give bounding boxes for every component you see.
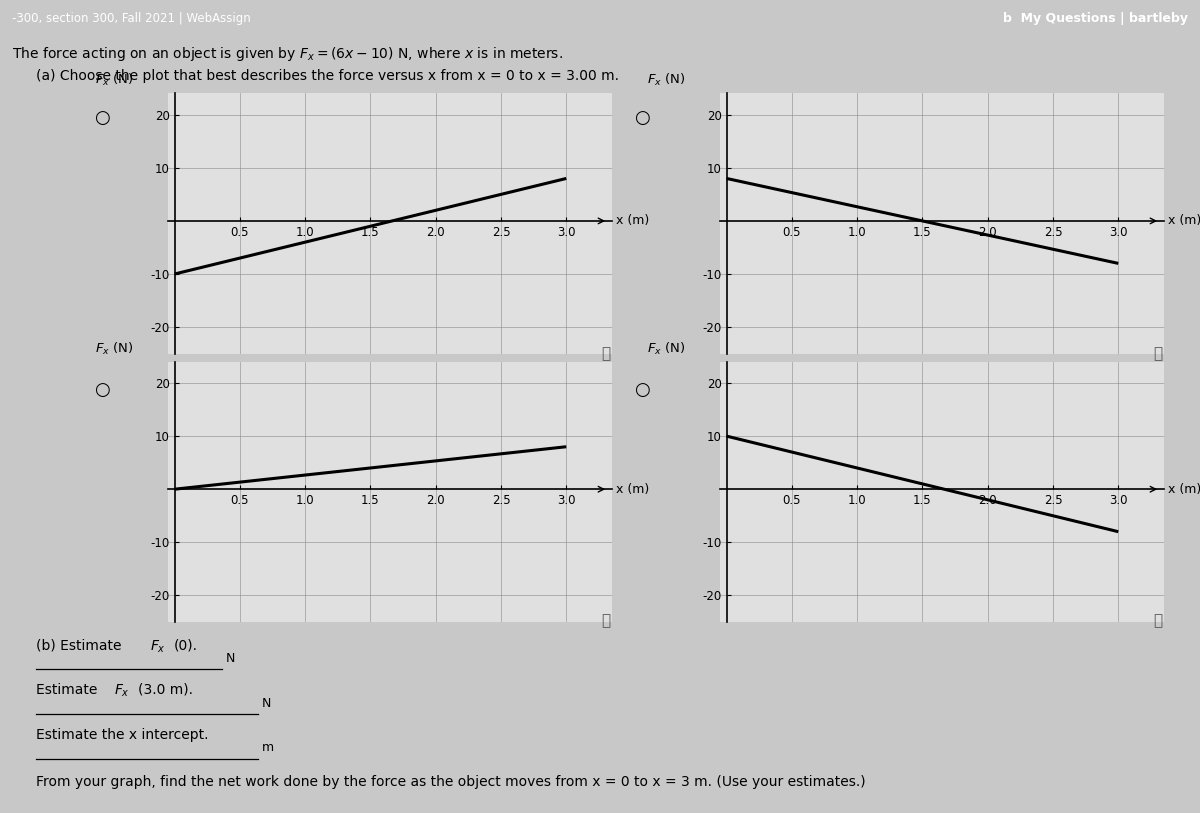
Text: Estimate: Estimate [36, 683, 102, 697]
Text: ⓘ: ⓘ [1153, 613, 1163, 628]
Text: (a) Choose the plot that best describes the force versus x from x = 0 to x = 3.0: (a) Choose the plot that best describes … [36, 69, 619, 83]
Text: ○: ○ [634, 381, 650, 399]
Y-axis label: $F_x$ (N): $F_x$ (N) [95, 341, 134, 357]
Text: $F_x$: $F_x$ [150, 638, 166, 654]
Text: x (m): x (m) [1168, 483, 1200, 496]
Text: x (m): x (m) [1168, 215, 1200, 228]
Text: Estimate the x intercept.: Estimate the x intercept. [36, 728, 209, 741]
Text: x (m): x (m) [616, 483, 649, 496]
Text: N: N [262, 697, 271, 710]
Y-axis label: $F_x$ (N): $F_x$ (N) [95, 72, 134, 89]
Text: ○: ○ [94, 109, 110, 127]
Text: ⓘ: ⓘ [1153, 346, 1163, 361]
Text: ○: ○ [94, 381, 110, 399]
Text: ⓘ: ⓘ [601, 613, 611, 628]
Text: The force acting on an object is given by $F_x = (6x - 10)$ N, where $x$ is in m: The force acting on an object is given b… [12, 45, 563, 63]
Text: m: m [262, 741, 274, 754]
Text: x (m): x (m) [616, 215, 649, 228]
Text: -300, section 300, Fall 2021 | WebAssign: -300, section 300, Fall 2021 | WebAssign [12, 12, 251, 24]
Text: ⓘ: ⓘ [601, 346, 611, 361]
Text: (0).: (0). [174, 638, 198, 652]
Text: N: N [226, 652, 235, 665]
Text: (b) Estimate: (b) Estimate [36, 638, 126, 652]
Text: $F_x$: $F_x$ [114, 683, 130, 699]
Y-axis label: $F_x$ (N): $F_x$ (N) [647, 341, 686, 357]
Text: ○: ○ [634, 109, 650, 127]
Y-axis label: $F_x$ (N): $F_x$ (N) [647, 72, 686, 89]
Text: From your graph, find the net work done by the force as the object moves from x : From your graph, find the net work done … [36, 775, 865, 789]
Text: b  My Questions | bartleby: b My Questions | bartleby [1003, 12, 1188, 24]
Text: (3.0 m).: (3.0 m). [138, 683, 193, 697]
